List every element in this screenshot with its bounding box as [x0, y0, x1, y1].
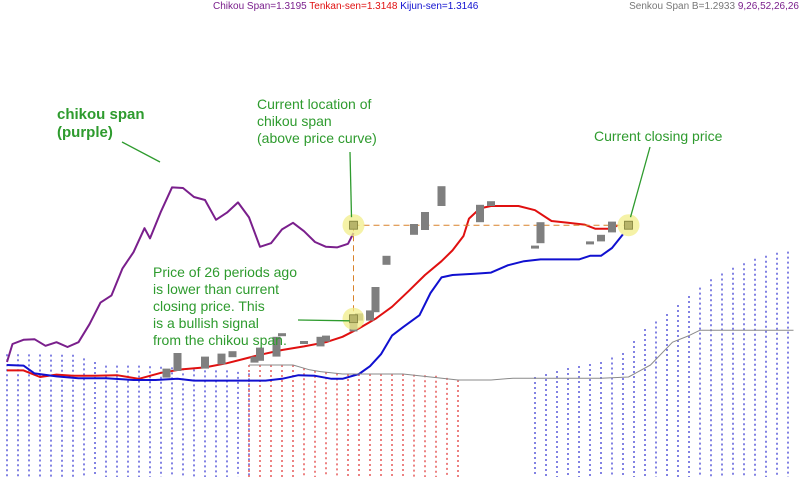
kumo-cloud — [6, 251, 789, 477]
candle — [586, 241, 594, 245]
chikou-span-line — [6, 186, 355, 363]
candle — [531, 245, 539, 249]
senkou-b-value: Senkou Span B=1.2933 — [629, 1, 736, 12]
candle — [608, 221, 616, 233]
bullish-signal-note-line: is lower than current — [153, 281, 280, 297]
bullish-signal-pointer — [297, 319, 350, 322]
candle — [487, 201, 495, 206]
price-26-ago-marker — [349, 314, 358, 324]
chikou-location-note: Current location of chikou span (above p… — [257, 96, 377, 147]
chikou-span-label: chikou span (purple) — [57, 106, 145, 142]
candle — [597, 234, 605, 242]
candle — [410, 224, 418, 235]
candle — [173, 353, 182, 371]
chikou-location-note-line: chikou span — [257, 113, 332, 129]
candle — [421, 212, 429, 230]
candle — [201, 356, 209, 369]
candle — [322, 335, 330, 342]
closing-price-pointer — [629, 146, 651, 218]
kijun-value: Kijun-sen=1.3146 — [400, 1, 479, 12]
candle — [162, 368, 171, 378]
candle — [382, 255, 391, 265]
bullish-signal-note-line: closing price. This — [153, 298, 265, 314]
indicator-header-right: Senkou Span B=1.2933 9,26,52,26,26 — [629, 1, 799, 13]
tenkan-value: Tenkan-sen=1.3148 — [309, 1, 398, 12]
kijun-sen-line — [6, 233, 624, 382]
candle — [272, 336, 281, 357]
chikou-span-label-line: chikou span — [57, 106, 145, 123]
bullish-signal-note-line: is a bullish signal — [153, 315, 259, 331]
indicator-lines — [6, 186, 794, 382]
closing-price-note: Current closing price — [594, 128, 722, 145]
chikou-span-label-line: (purple) — [57, 124, 113, 141]
chikou-location-note-line: Current location of — [257, 96, 372, 112]
chikou-location-pointer — [349, 151, 353, 218]
candle — [536, 222, 545, 244]
ichimoku-settings: 9,26,52,26,26 — [737, 1, 799, 12]
highlight-markers — [342, 214, 640, 330]
candle — [371, 287, 380, 313]
candle — [437, 186, 446, 206]
bullish-signal-note: Price of 26 periods ago is lower than cu… — [153, 264, 297, 349]
candle — [256, 347, 264, 361]
current-close-marker — [624, 220, 633, 230]
candle — [228, 351, 237, 358]
candle — [476, 204, 484, 223]
chikou-label-pointer — [121, 141, 161, 163]
tenkan-sen-line — [7, 205, 619, 380]
chikou-now-marker — [349, 220, 358, 230]
candle — [250, 356, 259, 363]
guide-lines — [353, 224, 629, 319]
indicator-header: Chikou Span=1.3195 Tenkan-sen=1.3148 Kij… — [213, 1, 478, 13]
candle — [316, 336, 325, 347]
candle — [278, 333, 286, 337]
closing-price-note-line: Current closing price — [594, 128, 723, 144]
chikou-value: Chikou Span=1.3195 — [213, 1, 307, 12]
candle — [300, 341, 308, 344]
bullish-signal-note-line: from the chikou span. — [153, 332, 287, 348]
chikou-location-note-line: (above price curve) — [257, 130, 377, 146]
bullish-signal-note-line: Price of 26 periods ago — [153, 264, 297, 280]
annotation-pointers — [121, 141, 651, 322]
price-candles — [162, 186, 616, 378]
senkou-span-b-line — [249, 329, 794, 381]
candle — [217, 353, 226, 365]
candle — [366, 310, 374, 321]
